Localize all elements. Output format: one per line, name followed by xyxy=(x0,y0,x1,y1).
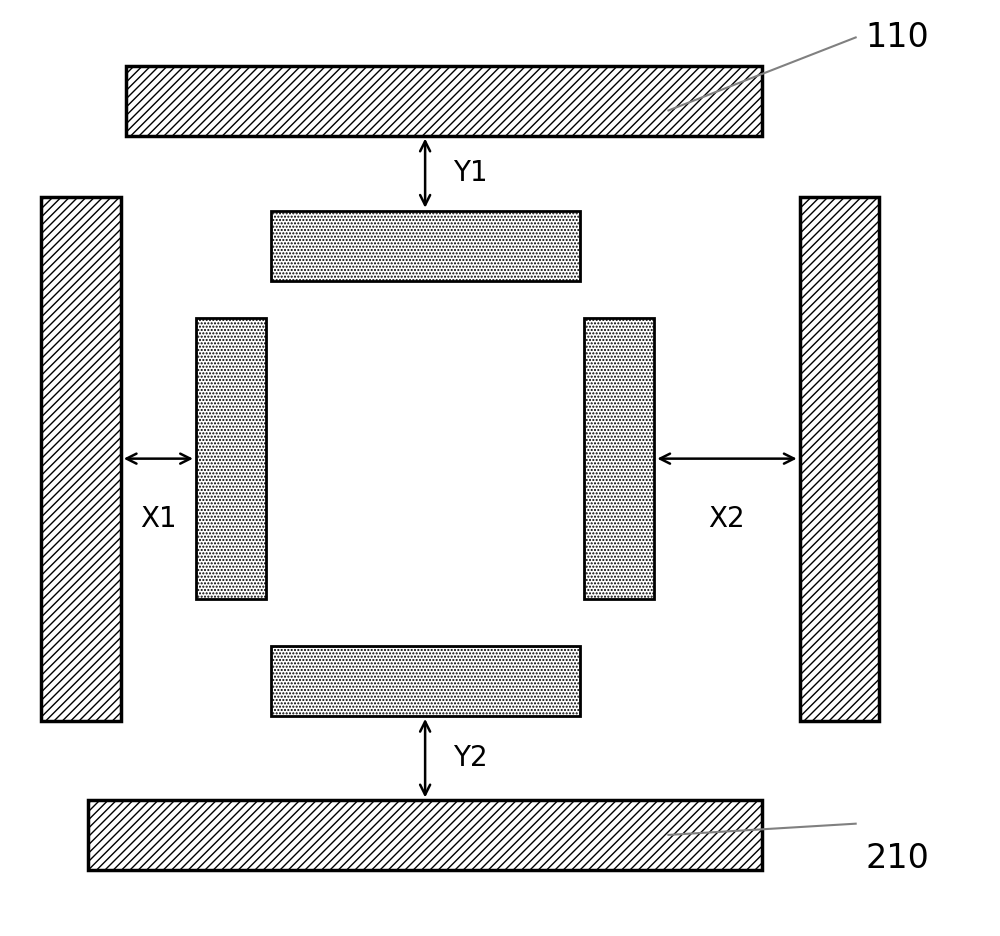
Bar xyxy=(584,318,654,599)
Text: X2: X2 xyxy=(709,505,745,534)
Bar xyxy=(271,211,580,281)
Text: 210: 210 xyxy=(865,842,929,875)
Bar xyxy=(88,800,762,870)
Bar xyxy=(800,197,879,721)
Text: Y1: Y1 xyxy=(453,159,488,187)
Bar xyxy=(126,66,762,136)
Text: Y2: Y2 xyxy=(453,744,488,772)
Bar xyxy=(41,197,121,721)
Bar xyxy=(196,318,266,599)
Text: X1: X1 xyxy=(140,505,177,534)
Text: 110: 110 xyxy=(865,21,929,54)
Bar xyxy=(271,646,580,716)
